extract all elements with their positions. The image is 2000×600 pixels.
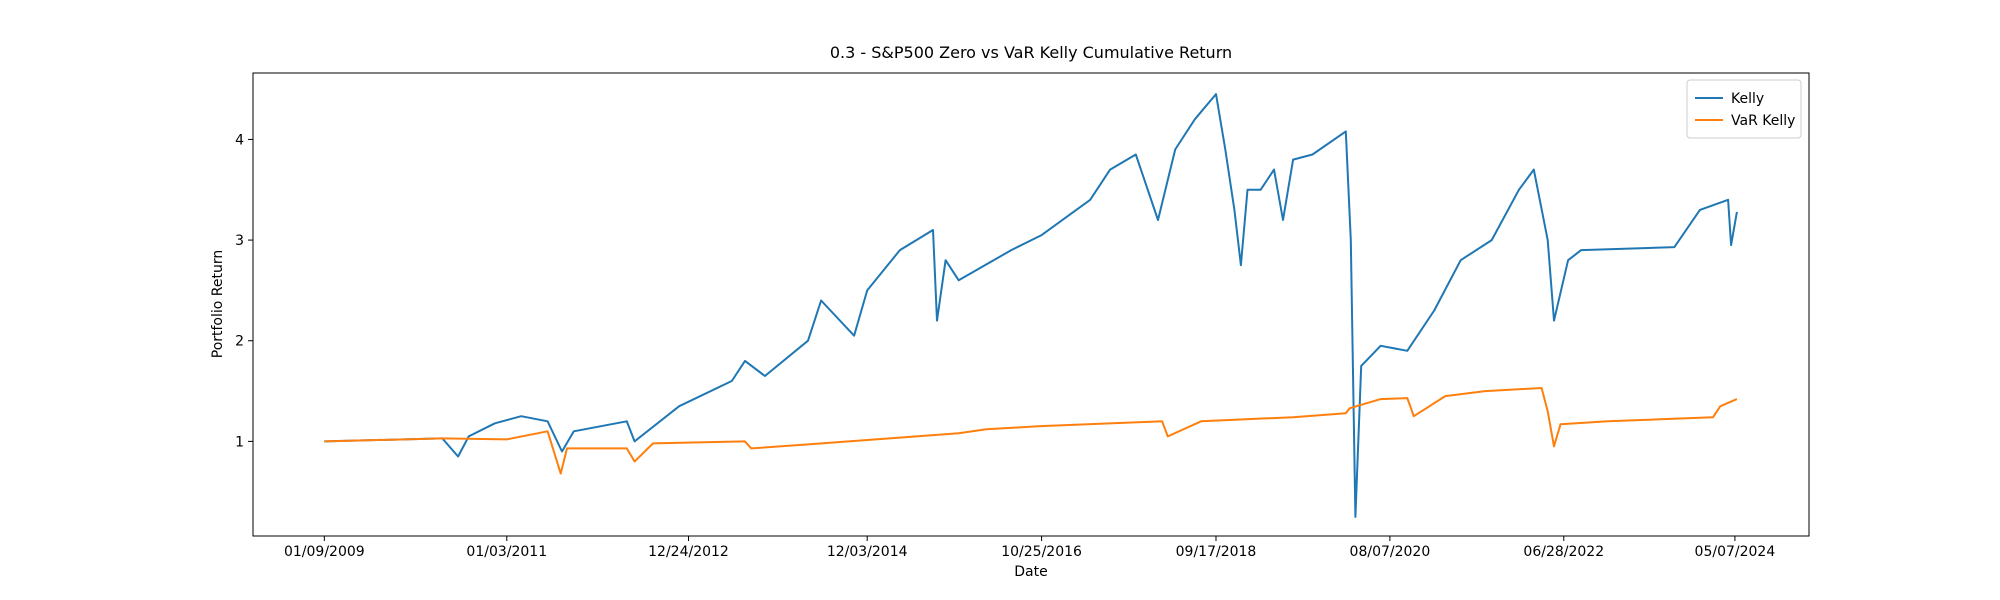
- legend-label: Kelly: [1731, 91, 1764, 107]
- x-tick-label: 12/24/2012: [648, 544, 729, 560]
- line-series: [324, 93, 1738, 518]
- legend-label: VaR Kelly: [1731, 113, 1795, 129]
- x-tick-label: 06/28/2022: [1523, 544, 1604, 560]
- y-tick-label: 2: [235, 334, 244, 350]
- x-tick-label: 12/03/2014: [827, 544, 908, 560]
- y-tick-label: 1: [235, 434, 244, 450]
- x-tick-label: 01/03/2011: [466, 544, 547, 560]
- plot-frame: [252, 72, 1810, 537]
- x-tick-label: 01/09/2009: [284, 544, 365, 560]
- x-tick-label: 09/17/2018: [1176, 544, 1257, 560]
- line-series: [324, 387, 1738, 475]
- x-axis-label: Date: [1014, 564, 1047, 580]
- x-tick-label: 05/07/2024: [1695, 544, 1776, 560]
- x-tick-label: 10/25/2016: [1001, 544, 1082, 560]
- y-axis-label: Portfolio Return: [210, 250, 226, 359]
- legend-box: [1686, 79, 1802, 139]
- x-tick-label: 08/07/2020: [1350, 544, 1431, 560]
- chart-title: 0.3 - S&P500 Zero vs VaR Kelly Cumulativ…: [830, 43, 1232, 62]
- y-tick-label: 3: [235, 233, 244, 249]
- y-tick-label: 4: [235, 132, 244, 148]
